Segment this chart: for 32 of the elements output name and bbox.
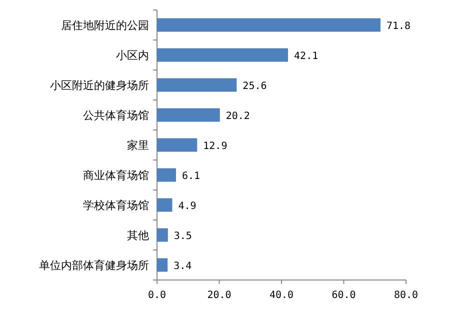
y-tick-label: 学校体育场馆 xyxy=(83,199,149,212)
bar xyxy=(157,168,176,182)
bar xyxy=(157,258,168,272)
data-label: 4.9 xyxy=(178,201,196,212)
y-tick-label: 小区内 xyxy=(116,49,149,62)
y-tick-label: 公共体育场馆 xyxy=(83,109,149,122)
y-tick-label: 其他 xyxy=(127,229,149,242)
x-tick-label: 0.0 xyxy=(148,290,166,301)
y-tick-label: 小区附近的健身场所 xyxy=(50,79,149,92)
data-label: 71.8 xyxy=(386,21,411,32)
y-tick-label: 家里 xyxy=(127,139,149,152)
data-label: 42.1 xyxy=(294,51,318,62)
x-tick-label: 40.0 xyxy=(269,290,294,301)
bar xyxy=(157,78,237,92)
data-label: 3.5 xyxy=(174,231,192,242)
bar xyxy=(157,198,172,212)
bar xyxy=(157,228,168,242)
bar xyxy=(157,48,288,62)
x-tick-label: 60.0 xyxy=(332,290,356,301)
x-tick-label: 80.0 xyxy=(394,290,418,301)
data-label: 20.2 xyxy=(226,111,250,122)
data-label: 12.9 xyxy=(203,141,228,152)
data-label: 6.1 xyxy=(182,171,200,182)
bar xyxy=(157,18,380,32)
y-tick-label: 居住地附近的公园 xyxy=(61,19,149,32)
x-tick-label: 20.0 xyxy=(207,290,232,301)
data-label: 3.4 xyxy=(174,261,192,272)
y-tick-label: 单位内部体育健身场所 xyxy=(39,259,149,272)
bar xyxy=(157,108,220,122)
bar xyxy=(157,138,198,152)
data-label: 25.6 xyxy=(242,81,267,92)
y-tick-label: 商业体育场馆 xyxy=(83,169,149,182)
